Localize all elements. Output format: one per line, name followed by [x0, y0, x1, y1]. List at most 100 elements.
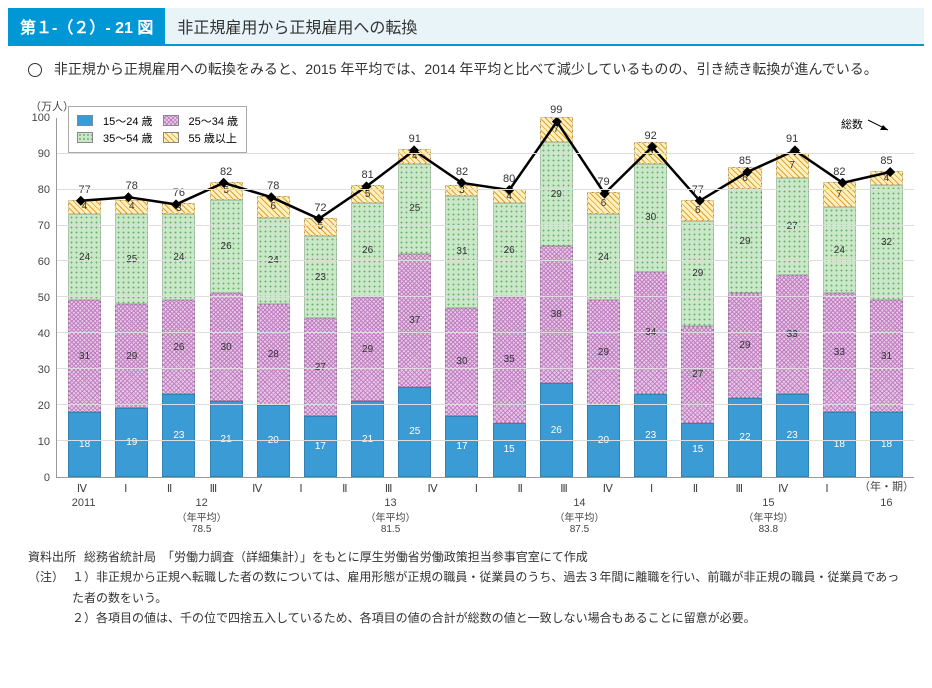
bar-slot: 263829799	[533, 118, 580, 477]
x-tick: Ⅲ	[191, 478, 235, 495]
stacked-bar: 2029246	[587, 192, 620, 476]
bar-slot: 1833247 82	[816, 118, 863, 477]
bar-segment: 26	[493, 203, 526, 297]
stacked-bar: 1730313	[445, 185, 478, 477]
bar-slot: 2029246 79	[580, 118, 627, 477]
bar-segment: 24	[823, 207, 856, 293]
summary-text: 非正規から正規雇用への転換をみると、2015 年平均では、2014 年平均と比べ…	[28, 58, 904, 82]
bar-slot: 183132485	[863, 118, 910, 477]
bar-total-label: 82	[220, 166, 232, 178]
bar-slot: 202824678	[250, 118, 297, 477]
x-tick: Ⅰ	[630, 478, 674, 495]
bar-segment: 24	[68, 214, 101, 300]
x-tick: Ⅲ	[717, 478, 761, 495]
bar-segment: 4	[870, 171, 903, 185]
bar-total-label: 82	[833, 166, 845, 178]
bar-total-label: 85	[739, 155, 751, 167]
x-group: 12（年平均）78.5	[107, 495, 296, 535]
notes: 資料出所 総務省統計局 「労働力調査（詳細集計）」をもとに厚生労働省労働政策担当…	[28, 547, 904, 629]
bar-segment: 3	[445, 185, 478, 196]
bar-segment: 4	[115, 200, 148, 214]
stacked-bar: 1527296	[681, 200, 714, 477]
bar-segment: 4	[493, 189, 526, 203]
bar-segment: 23	[776, 394, 809, 477]
x-group: 2011	[60, 495, 107, 535]
bar-segment: 18	[870, 412, 903, 477]
stacked-bar: 2028246	[257, 196, 290, 477]
bar-total-label: 91	[409, 133, 421, 145]
bar-slot: 1730313 82	[438, 118, 485, 477]
figure-number: 第１-（２）- 21 図	[8, 8, 165, 44]
bar-segment: 18	[68, 412, 101, 477]
bar-segment: 23	[304, 236, 337, 319]
bar-total-label: 80	[503, 173, 515, 185]
x-tick: Ⅰ	[805, 478, 849, 495]
bar-total-label: 99	[550, 104, 562, 116]
stacked-bar: 2334306	[634, 142, 667, 477]
x-tick: Ⅲ	[367, 478, 411, 495]
x-tick: Ⅱ	[498, 478, 542, 495]
bar-segment: 29	[728, 293, 761, 397]
bar-segment: 7	[823, 182, 856, 207]
legend-swatch-55plus	[163, 132, 179, 143]
bar-total-label: 82	[456, 166, 468, 178]
bar-total-label: 79	[597, 176, 609, 188]
bars: 1831244771929254782326243762130265822028…	[57, 118, 914, 477]
bar-segment: 4	[68, 200, 101, 214]
bar-slot: 233327791	[769, 118, 816, 477]
bar-slot: 152729677	[674, 118, 721, 477]
stacked-bar: 2537254	[398, 149, 431, 477]
bar-segment: 5	[210, 182, 243, 200]
chart-container: （万人） 15～24 歳 25～34 歳 35～54 歳 55 歳以上 総数 0…	[18, 98, 914, 535]
bar-segment: 31	[870, 300, 903, 412]
bar-segment: 28	[257, 304, 290, 405]
total-line-label: 総数	[841, 116, 896, 132]
stacked-bar: 2130265	[210, 182, 243, 477]
figure-header: 第１-（２）- 21 図 非正規雇用から正規雇用への転換	[8, 8, 924, 46]
figure-title: 非正規雇用から正規雇用への転換	[165, 8, 924, 44]
bar-segment: 6	[728, 167, 761, 189]
bar-total-label: 81	[361, 169, 373, 181]
bar-slot: 192925478	[108, 118, 155, 477]
bar-segment: 29	[681, 221, 714, 325]
bar-segment: 29	[587, 300, 620, 404]
bar-slot: 232624376	[155, 118, 202, 477]
bar-segment: 31	[445, 196, 478, 308]
stacked-bar: 1833247	[823, 182, 856, 477]
bar-segment: 26	[210, 200, 243, 294]
x-tick: Ⅱ	[674, 478, 718, 495]
bar-segment: 23	[162, 394, 195, 477]
bar-segment: 25	[398, 164, 431, 254]
bar-segment: 26	[351, 203, 384, 297]
bar-segment: 29	[728, 189, 761, 293]
x-tick: Ⅳ	[411, 478, 455, 495]
x-group: 15（年平均）83.8	[674, 495, 863, 535]
x-tick: Ⅰ	[104, 478, 148, 495]
bar-segment: 29	[115, 304, 148, 408]
x-tick: Ⅱ	[323, 478, 367, 495]
bar-segment: 22	[728, 398, 761, 477]
legend-swatch-35-54	[77, 132, 93, 143]
bar-slot: 222929685	[721, 118, 768, 477]
bar-segment: 24	[162, 214, 195, 300]
bar-segment: 38	[540, 246, 573, 383]
bar-segment: 6	[681, 200, 714, 222]
bar-segment: 25	[398, 387, 431, 477]
bar-slot: 233430692	[627, 118, 674, 477]
bar-segment: 5	[304, 218, 337, 236]
legend-swatch-25-34	[163, 115, 179, 126]
bar-slot: 172723572	[297, 118, 344, 477]
bar-segment: 33	[823, 293, 856, 412]
bar-segment: 25	[115, 214, 148, 304]
bar-segment: 15	[681, 423, 714, 477]
x-tick: Ⅱ	[148, 478, 192, 495]
stacked-bar: 2326243	[162, 203, 195, 477]
note-item: １）非正規から正規へ転職した者の数については、雇用形態が正規の職員・従業員のうち…	[72, 567, 904, 608]
bar-segment: 27	[681, 326, 714, 423]
bar-segment: 3	[162, 203, 195, 214]
plot-area: 1831244771929254782326243762130265822028…	[56, 118, 914, 478]
bar-segment: 32	[870, 185, 903, 300]
x-group: 14（年平均）87.5	[485, 495, 674, 535]
bar-slot: 212926581	[344, 118, 391, 477]
bar-segment: 6	[587, 192, 620, 214]
